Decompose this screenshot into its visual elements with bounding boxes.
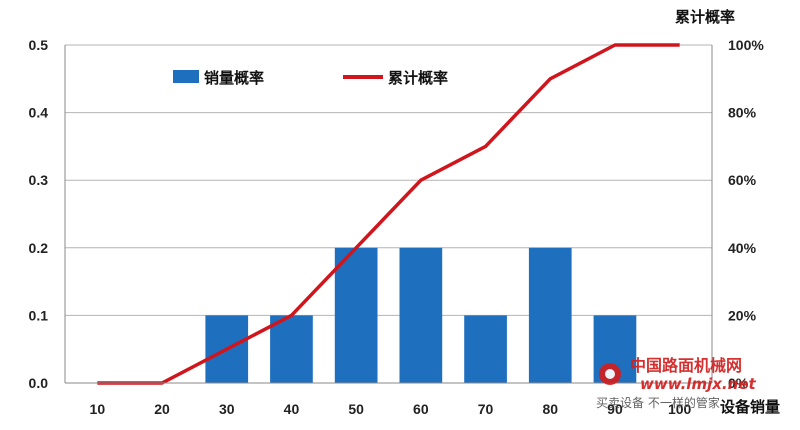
- x-tick-label: 60: [413, 401, 429, 417]
- x-tick-label: 100: [668, 401, 692, 417]
- y2-tick-label: 20%: [728, 307, 757, 323]
- bar: [399, 247, 443, 383]
- y2-tick-label: 100%: [728, 37, 764, 53]
- bars-group: [205, 247, 637, 383]
- y-tick-label: 0.3: [29, 172, 49, 188]
- y2-tick-labels: 0% 20% 40% 60% 80% 100%: [728, 37, 764, 391]
- x-tick-label: 40: [284, 401, 300, 417]
- x-tick-label: 70: [478, 401, 494, 417]
- legend-bar-swatch: [173, 70, 199, 83]
- x-axis-title: 设备销量: [720, 398, 780, 416]
- x-tick-label: 50: [348, 401, 364, 417]
- watermark-name: 中国路面机械网: [630, 356, 742, 375]
- bar: [270, 315, 313, 383]
- x-tick-label: 20: [154, 401, 170, 417]
- y-tick-labels: 0.0 0.1 0.2 0.3 0.4 0.5: [29, 37, 49, 391]
- x-tick-label: 30: [219, 401, 235, 417]
- cumulative-line: [97, 43, 680, 385]
- watermark-logo-inner: [605, 369, 615, 379]
- legend: 销量概率 累计概率: [173, 69, 448, 87]
- y-tick-label: 0.2: [29, 240, 49, 256]
- y-tick-label: 0.4: [29, 105, 49, 121]
- y-tick-label: 0.5: [29, 37, 49, 53]
- y2-tick-label: 40%: [728, 240, 757, 256]
- y-tick-label: 0.0: [29, 375, 49, 391]
- x-tick-labels: 10 20 30 40 50 60 70 80 90 100: [90, 401, 692, 417]
- x-tick-label: 80: [542, 401, 558, 417]
- x-tick-label: 90: [607, 401, 623, 417]
- bar: [464, 315, 507, 383]
- y2-tick-label: 80%: [728, 105, 757, 121]
- legend-line-label: 累计概率: [388, 69, 448, 87]
- bar: [334, 247, 378, 383]
- watermark-url: www.lmjx.net: [640, 375, 756, 393]
- watermark-slogan: 买卖设备 不一样的管家: [596, 395, 720, 410]
- y-tick-label: 0.1: [29, 307, 49, 323]
- watermark: 中国路面机械网 www.lmjx.net 买卖设备 不一样的管家: [596, 356, 756, 410]
- x-tick-label: 10: [90, 401, 106, 417]
- y2-tick-label: 0%: [728, 375, 749, 391]
- legend-bar-label: 销量概率: [204, 69, 264, 87]
- bar: [528, 247, 572, 383]
- cumulative-line-group: [97, 43, 680, 385]
- y2-tick-label: 60%: [728, 172, 757, 188]
- y2-axis-title: 累计概率: [675, 8, 735, 26]
